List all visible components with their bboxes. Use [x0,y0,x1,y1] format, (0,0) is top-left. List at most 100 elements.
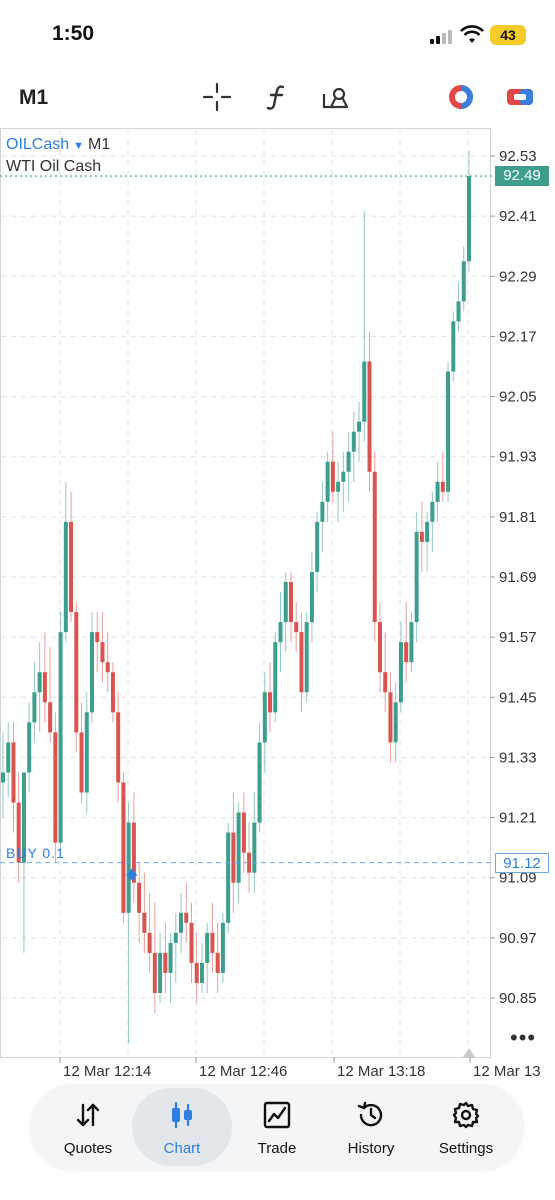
nav-quotes[interactable]: Quotes [38,1088,138,1166]
candle [278,592,283,673]
candle [456,281,461,332]
nav-quotes-label: Quotes [63,1140,113,1157]
timeframe-button[interactable]: M1 [19,86,49,109]
symbol-timeframe: M1 [88,136,111,153]
y-tick-label: 91.81 [499,509,537,526]
nav-settings[interactable]: Settings [416,1088,516,1166]
more-options-icon[interactable]: ••• [510,1025,537,1050]
candle [226,822,231,933]
candle [126,802,131,1044]
history-icon [357,1101,383,1127]
candle-body [163,952,168,973]
candle [205,922,210,993]
candle-body [346,451,351,472]
nav-history[interactable]: History [321,1088,421,1166]
candle-body [95,632,100,643]
candle-body [48,702,53,733]
candle [121,772,126,923]
symbol-selector[interactable]: OILCash ▼ M1 [6,136,110,154]
candle [440,451,445,502]
candle [467,150,471,272]
candle-body [210,932,215,953]
indicators-icon[interactable] [262,82,292,112]
candle [320,481,325,552]
candle-body [430,501,435,522]
candle-body [451,321,456,372]
candle-body [309,571,314,623]
candle [42,632,47,723]
candle-body [220,922,225,973]
candle [372,451,377,643]
candle-body [456,301,461,322]
candle [220,912,225,983]
candle-body [116,712,121,783]
candle [236,802,241,903]
y-tick-label: 91.45 [499,689,537,706]
status-bar: 1:50 43 [0,0,555,70]
candle [288,571,293,643]
current-price-tag: 92.49 [495,166,549,186]
candle [147,892,152,973]
candle-body [257,742,262,823]
candle [100,612,105,683]
candle-body [184,912,189,923]
candle-body [388,692,393,743]
candle [283,571,288,653]
candle [325,451,330,522]
candlestick-chart[interactable]: 92.53 92.41 92.29 92.17 92.05 91.93 91.81 91.69… [0,0,555,1090]
buy-position-label[interactable]: BUY 0.1 [6,845,65,861]
candle [241,792,246,873]
candle [163,922,168,993]
candle [231,792,236,913]
x-tick-label: 12 Mar 12:14 [63,1063,151,1080]
y-axis: 92.53 92.41 92.29 92.17 92.05 91.93 91.81 91.69… [490,148,537,1007]
candle [247,822,252,893]
candle-body [173,932,178,943]
candle [116,692,121,803]
settings-icon [452,1101,480,1129]
candle [90,612,95,723]
candle [32,662,37,743]
candle-body [247,852,252,873]
trade-panel-icon[interactable] [505,82,535,112]
candle-body [11,742,16,803]
nav-trade-label: Trade [257,1140,297,1157]
symbol-name[interactable]: OILCash [6,136,70,153]
chart-area[interactable] [0,128,491,1058]
candle-body [252,822,257,873]
dropdown-arrow-icon[interactable]: ▼ [73,140,85,152]
candle [152,902,157,1014]
candle [393,682,398,763]
candle-body [419,531,424,542]
buy-arrow-icon [125,868,138,880]
candle-body [294,622,299,633]
price-lines [0,175,493,1057]
candle [158,932,163,1004]
nav-trade[interactable]: Trade [227,1088,327,1166]
candle [184,882,189,943]
chart-icon [172,1101,192,1129]
nav-chart[interactable]: Chart [132,1088,232,1166]
one-click-trading-icon[interactable] [446,82,476,112]
candle-body [241,812,246,853]
y-tick-label: 91.33 [499,749,537,766]
candle-body [320,501,325,522]
chart-shift-marker [463,1048,475,1057]
candle [137,862,142,943]
status-time: 1:50 [52,22,95,45]
candle-body [330,461,335,492]
y-tick-label: 91.09 [499,870,537,887]
candle [53,712,58,863]
chart-toolbar: M1 [0,72,555,124]
nav-settings-label: Settings [438,1140,494,1157]
candle [388,672,393,763]
x-axis: 12 Mar 12:14 12 Mar 12:46 12 Mar 13:18 12 M… [59,1057,541,1080]
candle [58,612,63,853]
quotes-icon [76,1103,100,1127]
candle [377,602,382,693]
y-tick-label: 91.57 [499,629,537,646]
candle-body [288,582,293,623]
crosshair-icon[interactable] [202,82,232,112]
candle-body [74,612,79,733]
objects-icon[interactable] [321,82,351,112]
